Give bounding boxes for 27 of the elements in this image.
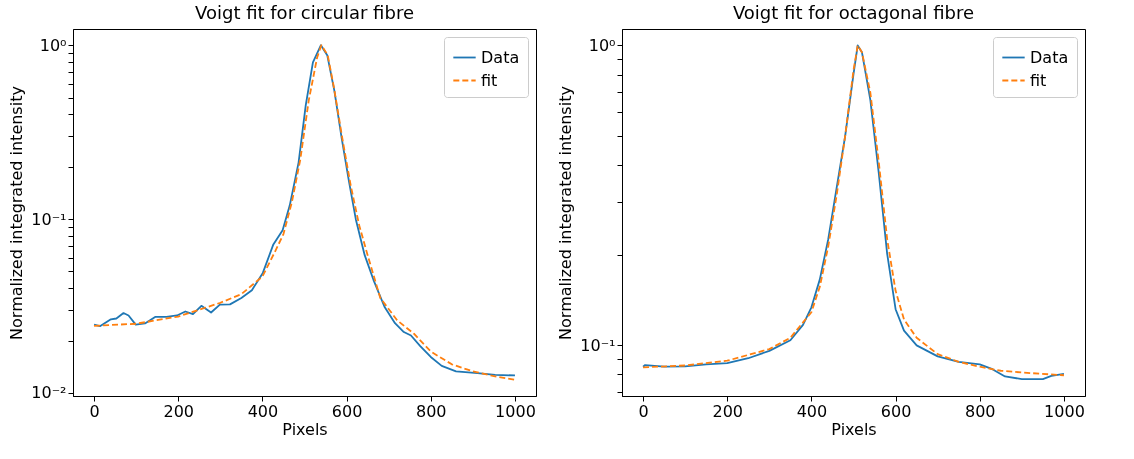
y-axis-title: Normalized integrated intensity <box>556 86 576 340</box>
x-tick-label: 800 <box>965 401 996 421</box>
legend-label: fit <box>1030 70 1047 90</box>
x-tick-label: 200 <box>163 401 194 421</box>
x-tick-label: 600 <box>880 401 912 421</box>
chart-title: Voigt fit for circular fibre <box>195 2 414 23</box>
x-tick-label: 0 <box>89 401 100 421</box>
y-tick-label: 10⁻¹ <box>580 335 616 355</box>
y-tick-label: 10⁰ <box>588 35 616 55</box>
x-axis-title: Pixels <box>282 419 328 439</box>
chart-title: Voigt fit for octagonal fibre <box>732 2 975 23</box>
y-tick-label: 10⁻² <box>31 383 67 403</box>
x-tick-label: 400 <box>247 401 279 421</box>
x-tick-label: 600 <box>331 401 363 421</box>
legend-label: Data <box>1030 47 1069 67</box>
x-axis-title: Pixels <box>831 419 877 439</box>
x-tick-label: 1000 <box>1044 401 1085 421</box>
x-tick-label: 200 <box>712 401 743 421</box>
legend-label: Data <box>481 47 520 67</box>
x-tick-label: 800 <box>416 401 447 421</box>
y-tick-label: 10⁻¹ <box>31 209 67 229</box>
y-axis-title: Normalized integrated intensity <box>7 86 27 340</box>
x-tick-label: 1000 <box>495 401 536 421</box>
y-tick-label: 10⁰ <box>39 35 67 55</box>
legend-label: fit <box>481 70 498 90</box>
x-tick-label: 0 <box>638 401 649 421</box>
x-tick-label: 400 <box>796 401 828 421</box>
